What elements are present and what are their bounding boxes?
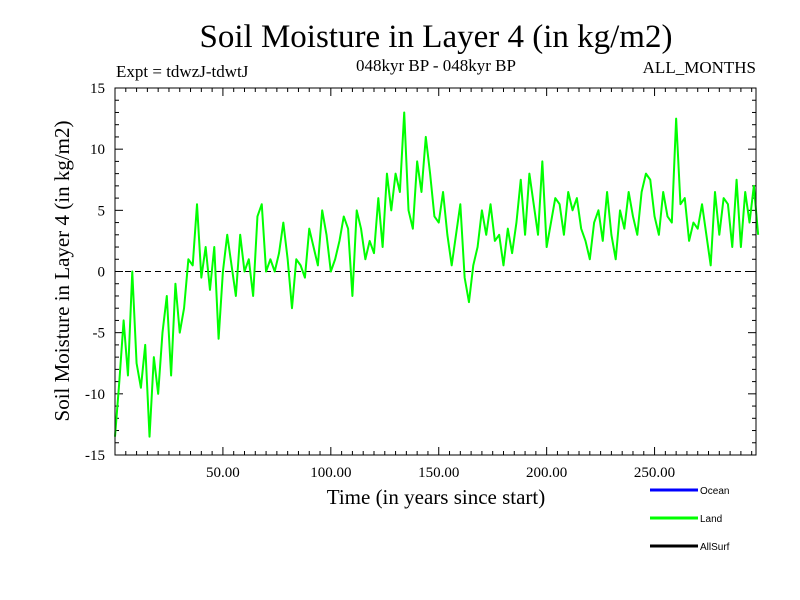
y-tick-label: 15 <box>90 81 105 97</box>
y-axis-label: Soil Moisture in Layer 4 (in kg/m2) <box>50 121 74 422</box>
x-tick-label: 100.00 <box>310 465 351 481</box>
chart-subtitle-center: 048kyr BP - 048kyr BP <box>356 56 516 75</box>
series-line-land <box>114 111 760 438</box>
chart-subtitle-left: Expt = tdwzJ-tdwtJ <box>116 62 249 81</box>
legend-label-land: Land <box>700 514 722 525</box>
y-tick-label: -5 <box>93 326 106 342</box>
plot-area: 50.00 100.00 150.00 200.00 250.00 15 10 5 0 -5 -10… <box>85 81 760 481</box>
x-tick-label: 50.00 <box>206 465 240 481</box>
chart-subtitle-right: ALL_MONTHS <box>643 58 756 77</box>
plot-frame <box>114 87 757 456</box>
y-tick-label: 0 <box>98 265 106 281</box>
legend-label-allsurf: AllSurf <box>700 542 730 553</box>
x-tick-label: 250.00 <box>634 465 675 481</box>
chart-title: Soil Moisture in Layer 4 (in kg/m2) <box>200 19 673 55</box>
x-tick-label: 200.00 <box>526 465 567 481</box>
y-tick-label: -15 <box>85 448 105 464</box>
y-tick-label: -10 <box>85 387 105 403</box>
x-axis-label: Time (in years since start) <box>327 485 546 509</box>
x-tick-label: 150.00 <box>418 465 459 481</box>
legend-label-ocean: Ocean <box>700 486 729 497</box>
y-tick-label: 5 <box>98 203 106 219</box>
legend: Ocean Land AllSurf <box>650 486 730 553</box>
y-tick-label: 10 <box>90 142 105 158</box>
